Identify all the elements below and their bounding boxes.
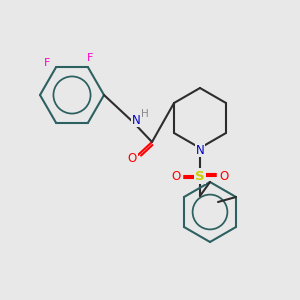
Text: N: N: [196, 143, 204, 157]
Text: F: F: [87, 53, 93, 63]
Text: O: O: [219, 169, 229, 182]
Text: O: O: [128, 152, 136, 164]
Text: O: O: [171, 169, 181, 182]
Text: N: N: [132, 113, 140, 127]
Text: H: H: [141, 109, 149, 119]
Text: F: F: [44, 58, 50, 68]
Text: S: S: [195, 169, 205, 182]
